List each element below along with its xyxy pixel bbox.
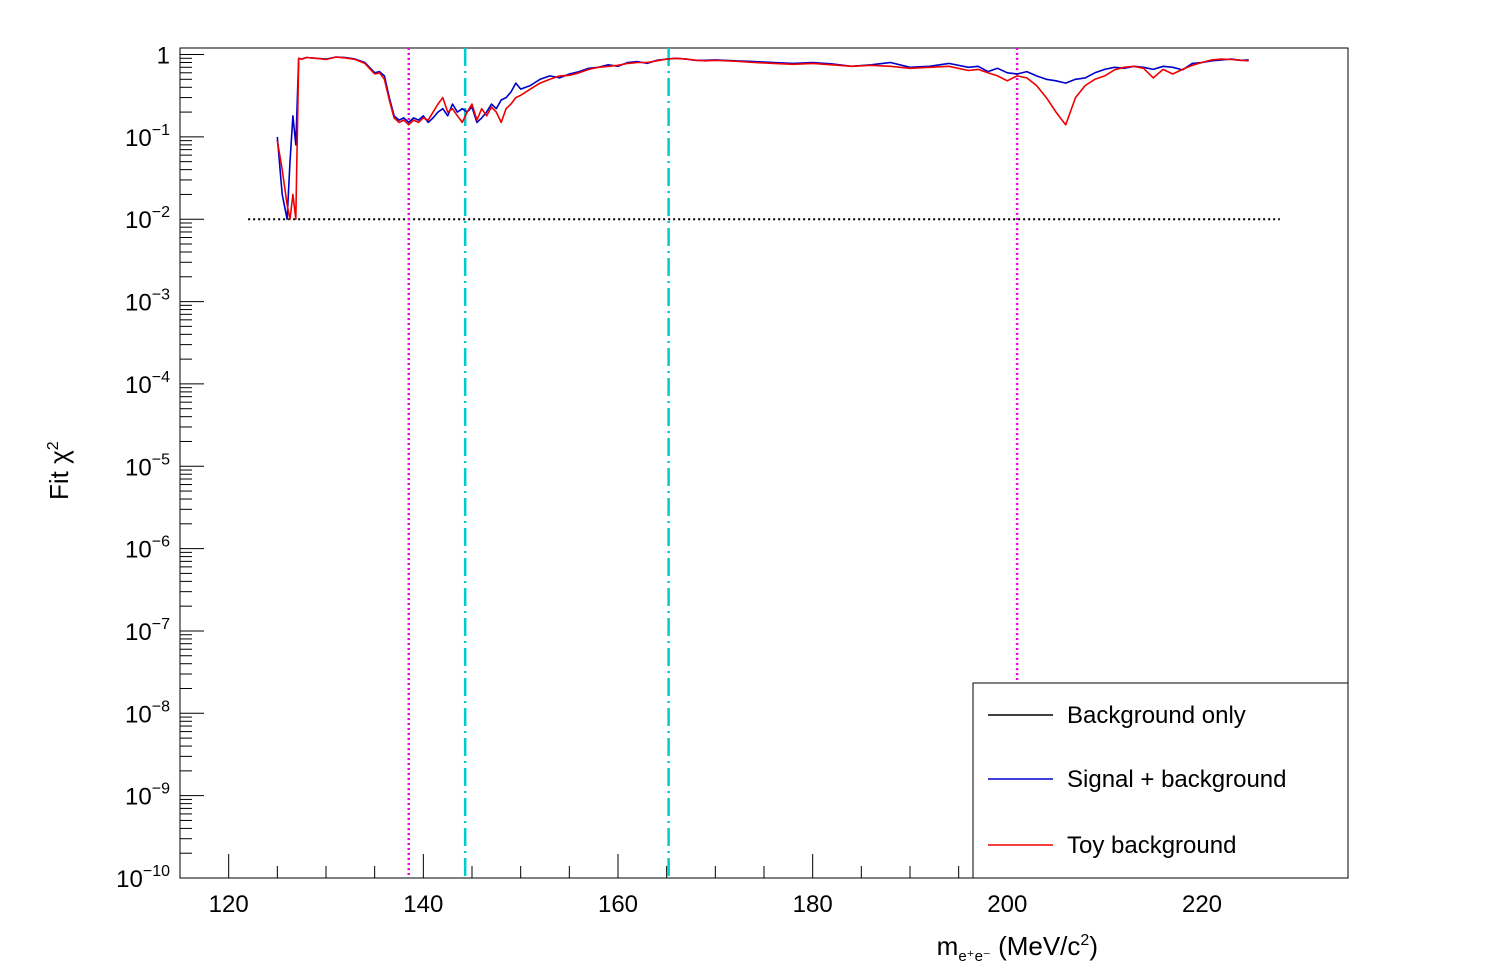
x-axis-title-m: m (937, 931, 959, 961)
y-axis: 1 10−1 10−2 10−3 10−4 10−5 10−6 10−7 10−8 10−9 10−… (116, 43, 204, 893)
y-axis-title-sup: 2 (45, 441, 62, 450)
x-axis-title: me⁺e⁻ (MeV/c2) (937, 931, 1098, 965)
y-tick-label: 10−7 (125, 616, 170, 646)
legend-label-signal-background: Signal + background (1067, 766, 1287, 793)
data-series (276, 56, 1249, 220)
series-line-2 (276, 56, 1249, 220)
legend: Background only Signal + background Toy … (972, 682, 1349, 879)
y-tick-label: 10−2 (125, 204, 170, 234)
y-tick-label: 10−3 (125, 287, 170, 317)
y-tick-label: 1 (157, 43, 170, 70)
series-line-1 (276, 56, 1249, 220)
x-tick-label: 200 (987, 891, 1027, 918)
y-tick-label: 10−10 (116, 863, 170, 893)
x-tick-label: 220 (1182, 891, 1222, 918)
y-tick-label: 10−9 (125, 781, 170, 811)
x-tick-label: 140 (403, 891, 443, 918)
y-axis-title-chi: χ (44, 450, 74, 464)
y-tick-label: 10−5 (125, 451, 170, 481)
y-tick-label: 10−6 (125, 534, 170, 564)
y-axis-title: Fit χ2 (44, 441, 74, 500)
x-axis-title-close: ) (1089, 931, 1098, 961)
legend-label-toy-background: Toy background (1067, 832, 1236, 859)
x-axis-title-sub: e⁺e⁻ (958, 948, 991, 965)
x-axis-title-unit: (MeV/c (991, 931, 1081, 961)
x-tick-label: 120 (209, 891, 249, 918)
x-axis-title-sup: 2 (1080, 932, 1089, 949)
y-tick-label: 10−8 (125, 698, 170, 728)
legend-label-background-only: Background only (1067, 702, 1246, 729)
x-tick-label: 160 (598, 891, 638, 918)
y-tick-label: 10−4 (125, 369, 170, 399)
y-tick-label: 10−1 (125, 122, 170, 152)
y-axis-title-fit: Fit (44, 464, 74, 500)
x-tick-label: 180 (793, 891, 833, 918)
